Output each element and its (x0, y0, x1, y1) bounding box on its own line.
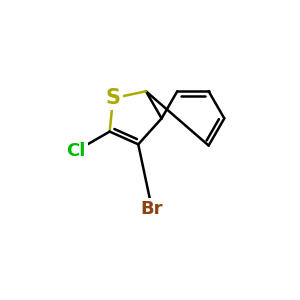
Text: S: S (106, 88, 121, 108)
Text: Cl: Cl (66, 142, 86, 160)
Text: Br: Br (141, 200, 163, 218)
